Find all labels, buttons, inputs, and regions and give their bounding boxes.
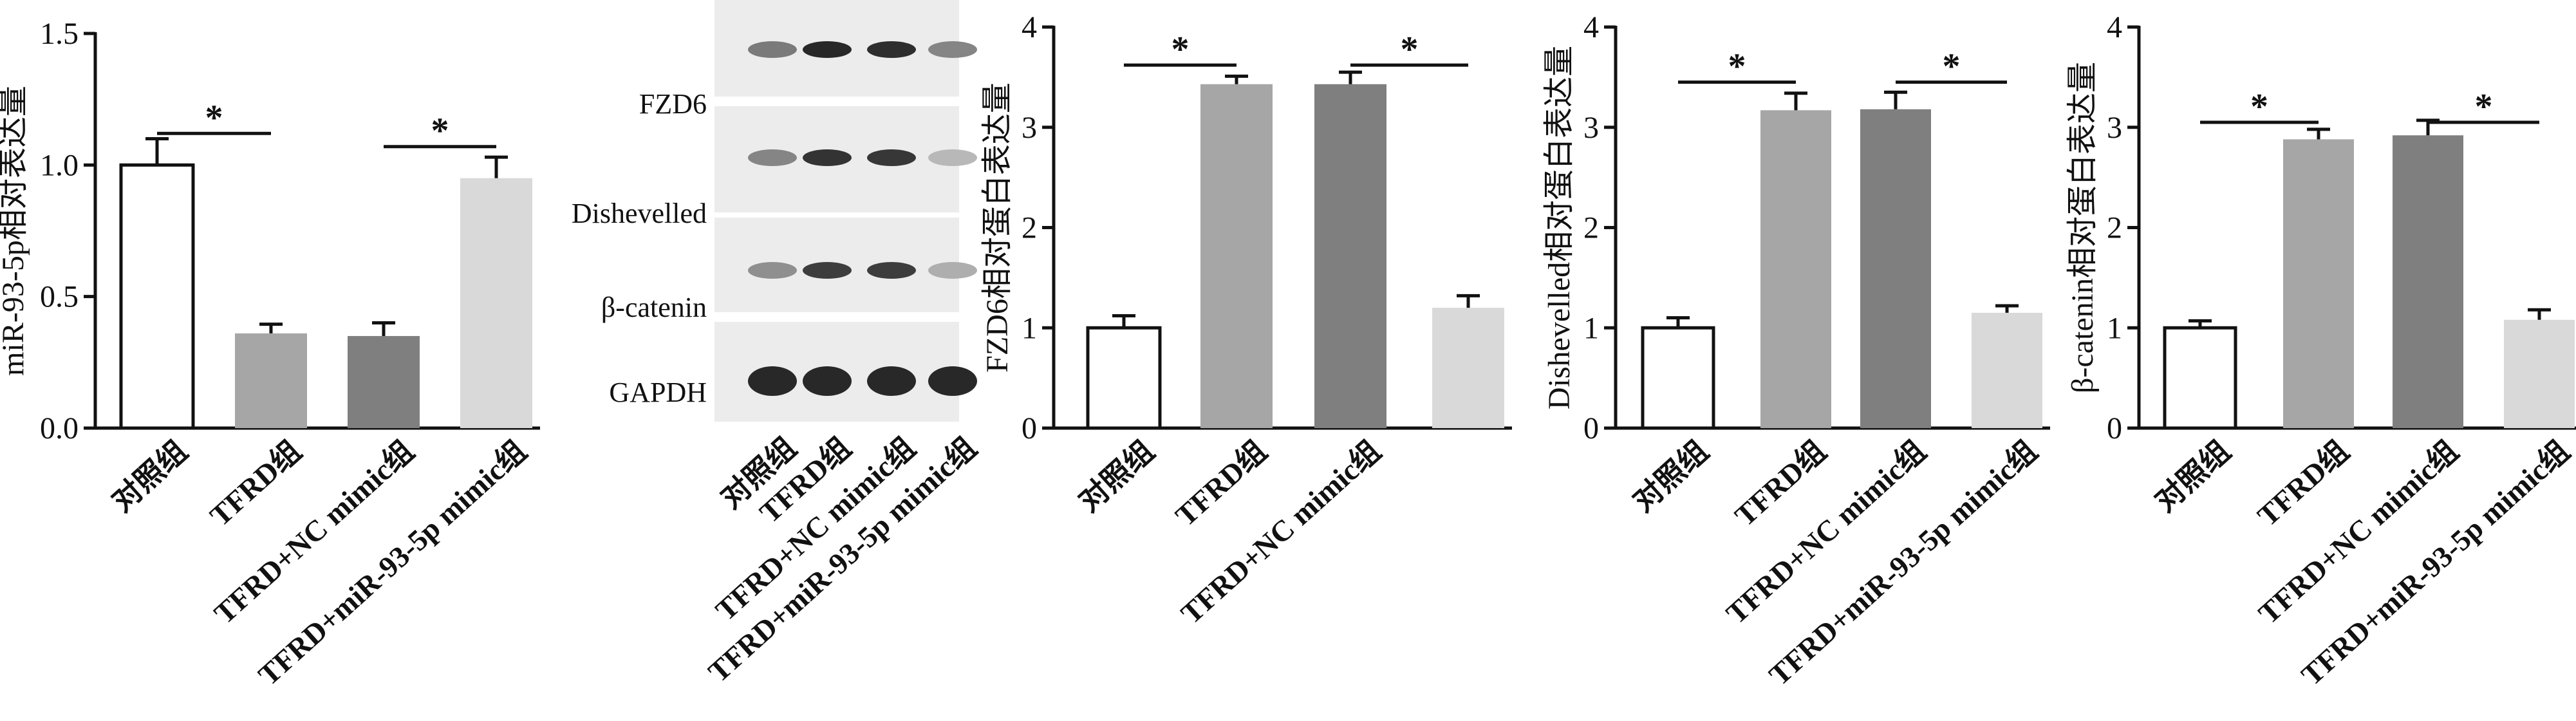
x-category-label: TFRD组: [203, 435, 307, 532]
y-axis-title: Dishevelled相对蛋白表达量: [1542, 46, 1576, 409]
x-category-label: 对照组: [2149, 435, 2237, 518]
blot-row-label: FZD6: [639, 88, 707, 120]
y-tick-label: 0.0: [40, 411, 79, 445]
blot-band: [803, 366, 852, 396]
x-category-label: 对照组: [1072, 435, 1161, 518]
significance-label: *: [431, 111, 449, 151]
y-tick-label: 3: [1022, 111, 1037, 145]
y-tick-label: 0: [1583, 411, 1599, 445]
y-tick-label: 1: [2107, 311, 2122, 345]
blot-band: [748, 149, 797, 166]
significance-label: *: [1728, 47, 1746, 87]
bar: [2163, 326, 2237, 430]
significance-label: *: [205, 98, 223, 138]
significance-label: *: [1943, 47, 1961, 87]
bar: [119, 163, 195, 430]
y-tick-label: 0: [2107, 411, 2122, 445]
chart-panel-1: 0.0 0.5 1.0 1.5 miR-93-5p相对表达量 * * 对照组 TFRD组TFRD…: [0, 17, 540, 691]
y-axis-title: β-catenin相对蛋白表达量: [2066, 62, 2100, 393]
bar: [2504, 319, 2575, 428]
significance-label: *: [1171, 30, 1190, 70]
y-tick-label: 1: [1583, 311, 1599, 345]
blot-band: [928, 149, 977, 166]
y-tick-label: 3: [1583, 111, 1599, 145]
bar: [1314, 84, 1386, 429]
y-tick-label: 0.5: [40, 280, 79, 314]
y-axis-title: FZD6相对蛋白表达量: [980, 82, 1014, 373]
y-tick-label: 2: [2107, 211, 2122, 245]
blot-band: [867, 366, 916, 396]
blot-row-label: Dishevelled: [572, 198, 707, 229]
blot-band: [867, 41, 916, 58]
y-tick-label: 4: [1583, 10, 1599, 44]
bar: [2283, 139, 2354, 428]
y-tick-label: 1: [1022, 311, 1037, 345]
bar: [1972, 312, 2042, 428]
y-tick-label: 4: [1022, 10, 1037, 44]
x-category-label: TFRD+NC mimic组: [2252, 435, 2465, 630]
x-category-label: TFRD组: [2251, 435, 2355, 532]
bar: [1641, 326, 1715, 430]
blot-band: [748, 41, 797, 58]
y-axis-title: miR-93-5p相对表达量: [0, 86, 30, 376]
y-tick-label: 4: [2107, 10, 2122, 44]
bar: [1432, 308, 1504, 428]
blot-row-label: GAPDH: [609, 377, 707, 408]
x-category-label: TFRD+NC mimic组: [1175, 435, 1387, 630]
bar: [460, 178, 532, 428]
y-tick-label: 1.0: [40, 148, 79, 182]
bar: [348, 335, 420, 428]
blot-band: [803, 262, 852, 279]
blot-band: [803, 41, 852, 58]
x-category-label: TFRD组: [1169, 435, 1273, 532]
blot-band: [748, 366, 797, 396]
blot-band: [748, 262, 797, 279]
blot-band: [803, 149, 852, 166]
blot-band: [928, 262, 977, 279]
y-tick-label: 3: [2107, 111, 2122, 145]
y-tick-label: 2: [1022, 211, 1037, 245]
significance-label: *: [1401, 30, 1419, 70]
blot-band: [867, 149, 916, 166]
significance-label: *: [2250, 87, 2268, 127]
bar: [235, 333, 307, 428]
blot-row-label: β-catenin: [601, 292, 707, 323]
bar: [2393, 135, 2463, 428]
blot-band: [867, 262, 916, 279]
bar: [1200, 84, 1273, 429]
y-tick-label: 0: [1022, 411, 1037, 445]
blot-band: [928, 366, 977, 396]
bar: [1760, 110, 1831, 428]
x-category-label: 对照组: [106, 435, 194, 518]
western-blot-panel: FZD6Dishevelledβ-cateninGAPDH对照组TFRD组TFR…: [572, 0, 983, 688]
bar: [1860, 109, 1931, 428]
x-category-label: 对照组: [1627, 435, 1715, 518]
y-tick-label: 1.5: [40, 17, 79, 51]
y-tick-label: 2: [1583, 211, 1599, 245]
bar: [1086, 326, 1162, 430]
blot-band: [928, 41, 977, 58]
significance-label: *: [2475, 87, 2493, 127]
x-category-label: TFRD+NC mimic组: [208, 435, 420, 630]
